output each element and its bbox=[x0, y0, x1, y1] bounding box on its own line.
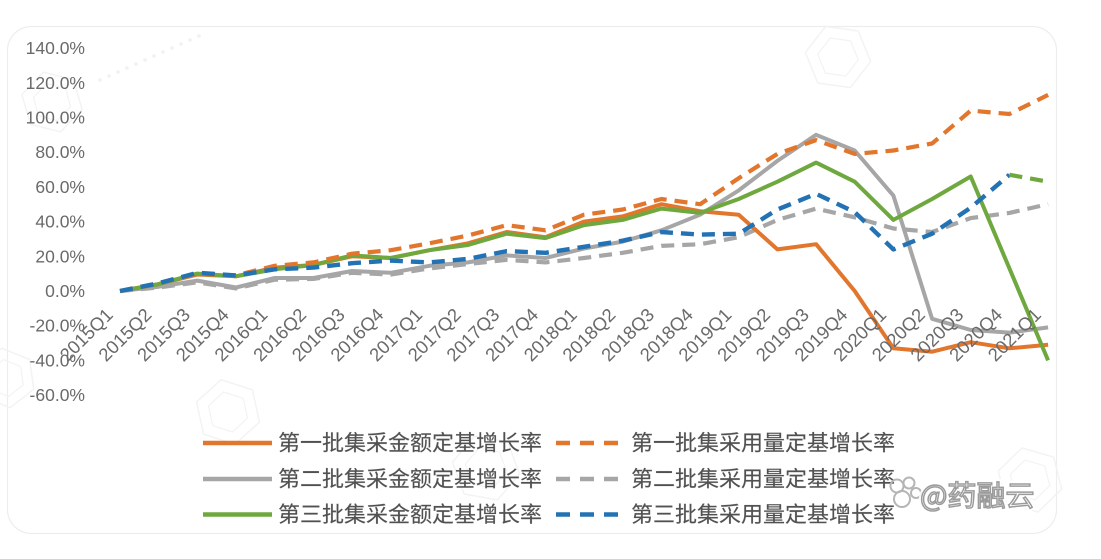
svg-text:120.0%: 120.0% bbox=[26, 73, 85, 93]
svg-text:60.0%: 60.0% bbox=[35, 177, 85, 197]
svg-text:-60.0%: -60.0% bbox=[30, 385, 85, 405]
svg-text:-20.0%: -20.0% bbox=[30, 316, 85, 336]
svg-text:20.0%: 20.0% bbox=[35, 246, 85, 266]
svg-text:0.0%: 0.0% bbox=[45, 281, 85, 301]
svg-text:-40.0%: -40.0% bbox=[30, 350, 85, 370]
svg-text:100.0%: 100.0% bbox=[26, 108, 85, 128]
svg-text:140.0%: 140.0% bbox=[26, 38, 85, 58]
svg-text:40.0%: 40.0% bbox=[35, 212, 85, 232]
svg-text:80.0%: 80.0% bbox=[35, 142, 85, 162]
